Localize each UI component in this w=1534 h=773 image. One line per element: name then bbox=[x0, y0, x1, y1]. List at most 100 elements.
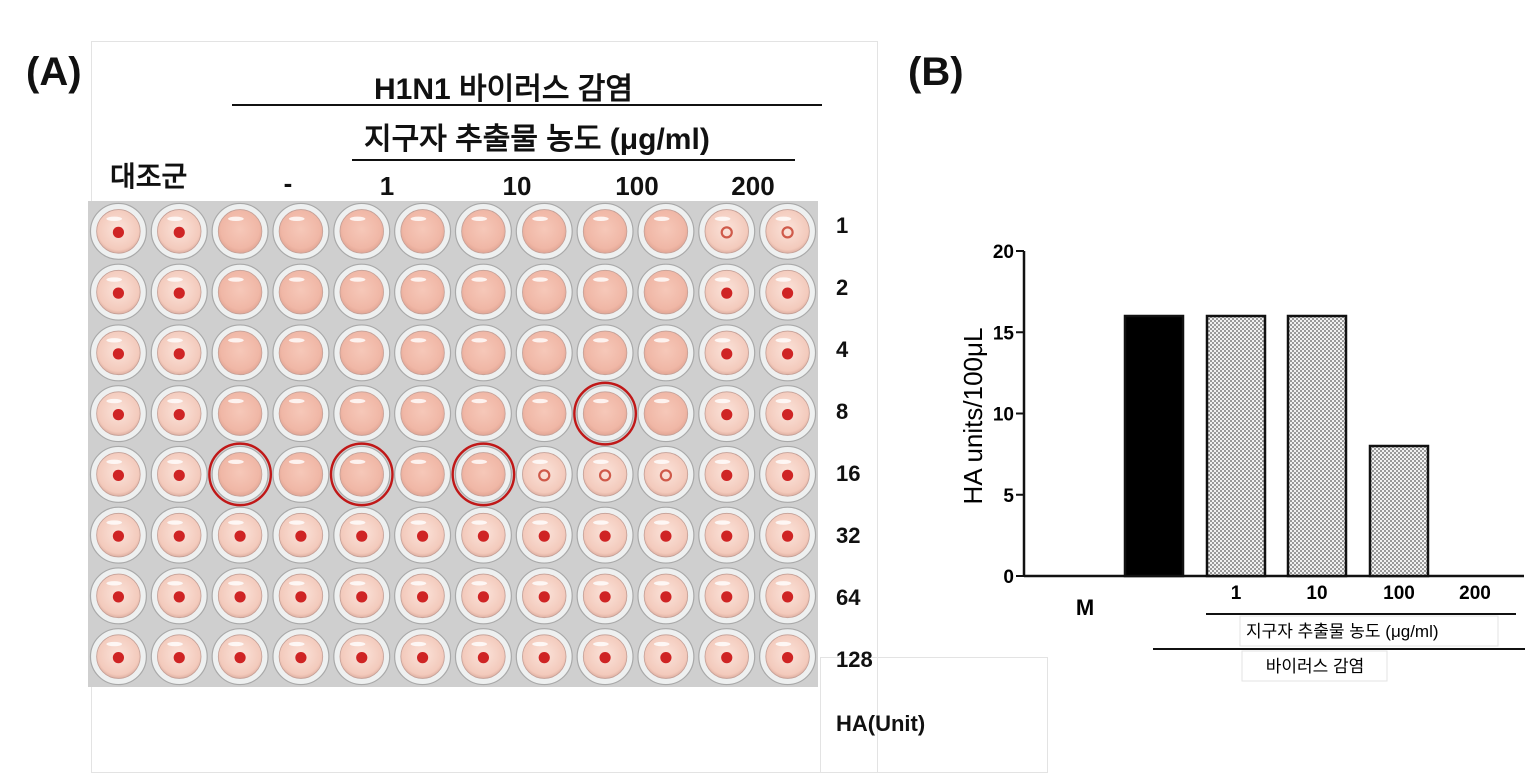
plate-well bbox=[394, 567, 452, 625]
plate-well bbox=[394, 628, 452, 686]
plate-well bbox=[150, 385, 208, 443]
plate-well bbox=[759, 567, 817, 625]
column-label: - bbox=[283, 168, 293, 198]
plate-well bbox=[211, 567, 269, 625]
highlight-circle bbox=[329, 442, 394, 507]
plate-well bbox=[89, 324, 147, 382]
x-tick-label: 1 bbox=[1231, 583, 1242, 604]
plate-well bbox=[333, 202, 391, 260]
row-label: 8 bbox=[836, 399, 849, 424]
plate-well bbox=[698, 445, 756, 503]
plate-well bbox=[333, 506, 391, 564]
column-label: 1 bbox=[379, 171, 395, 201]
concentration-group-label: 지구자 추출물 농도 (μg/ml) bbox=[1246, 622, 1439, 641]
row-label: 128 bbox=[836, 647, 873, 672]
plate-well bbox=[515, 324, 573, 382]
plate-well bbox=[333, 445, 391, 503]
plate-well bbox=[394, 385, 452, 443]
plate-well bbox=[576, 567, 634, 625]
plate-well bbox=[698, 263, 756, 321]
highlight-circle bbox=[451, 442, 516, 507]
panel-a-label: (A) bbox=[26, 50, 82, 94]
plate-well bbox=[698, 506, 756, 564]
plate-well bbox=[333, 263, 391, 321]
plate-well bbox=[150, 628, 208, 686]
plate-well bbox=[576, 385, 634, 443]
plate-well bbox=[150, 324, 208, 382]
plate-well bbox=[637, 628, 695, 686]
y-tick-label: 15 bbox=[993, 323, 1015, 344]
plate-well bbox=[150, 202, 208, 260]
well-plate bbox=[88, 201, 818, 687]
plate-well bbox=[211, 385, 269, 443]
infection-header: H1N1 바이러스 감염 bbox=[374, 73, 633, 106]
plate-well bbox=[454, 445, 512, 503]
concentration-group-box bbox=[1239, 615, 1499, 647]
plate-well bbox=[333, 567, 391, 625]
highlight-circle bbox=[208, 442, 273, 507]
plate-well bbox=[272, 324, 330, 382]
plate-well bbox=[759, 385, 817, 443]
x-tick-label: M bbox=[1076, 595, 1094, 620]
plate-well bbox=[211, 506, 269, 564]
plate-well bbox=[211, 445, 269, 503]
plate-well bbox=[394, 445, 452, 503]
plate-well bbox=[698, 202, 756, 260]
plate-well bbox=[698, 385, 756, 443]
unit-label: HA(Unit) bbox=[836, 711, 926, 736]
plate-well bbox=[515, 506, 573, 564]
plate-well bbox=[333, 385, 391, 443]
plate-well bbox=[759, 445, 817, 503]
plate-well bbox=[637, 202, 695, 260]
x-tick-label: 10 bbox=[1306, 583, 1327, 604]
plate-well bbox=[89, 567, 147, 625]
plate-well bbox=[576, 445, 634, 503]
plate-well bbox=[698, 324, 756, 382]
y-axis-label: HA units/100μL bbox=[958, 328, 988, 505]
plate-well bbox=[272, 506, 330, 564]
plate-well bbox=[394, 263, 452, 321]
plate-well bbox=[272, 628, 330, 686]
plate-well bbox=[211, 263, 269, 321]
plate-well bbox=[698, 567, 756, 625]
plate-well bbox=[454, 628, 512, 686]
plate-well bbox=[272, 445, 330, 503]
plate-well bbox=[454, 263, 512, 321]
plate-well bbox=[89, 628, 147, 686]
plate-well bbox=[89, 202, 147, 260]
row-label: 32 bbox=[836, 523, 861, 548]
plate-background bbox=[88, 201, 818, 687]
row-label: 4 bbox=[836, 337, 849, 362]
plate-well bbox=[759, 506, 817, 564]
plate-well bbox=[576, 506, 634, 564]
plate-well bbox=[454, 506, 512, 564]
panel-b-label: (B) bbox=[908, 50, 964, 94]
concentration-underline bbox=[352, 159, 795, 161]
infection-underline bbox=[232, 104, 822, 106]
plate-well bbox=[211, 628, 269, 686]
plate-well bbox=[150, 263, 208, 321]
row-label: 64 bbox=[836, 585, 861, 610]
concentration-header: 지구자 추출물 농도 (μg/ml) bbox=[364, 123, 710, 156]
column-label: 100 bbox=[615, 171, 659, 201]
plate-well bbox=[89, 263, 147, 321]
plate-well bbox=[454, 385, 512, 443]
plate-well bbox=[576, 263, 634, 321]
bar bbox=[1286, 314, 1348, 578]
infection-group-box bbox=[1241, 650, 1388, 682]
plate-well bbox=[394, 202, 452, 260]
plate-well bbox=[515, 385, 573, 443]
plate-well bbox=[637, 445, 695, 503]
plate-well bbox=[637, 385, 695, 443]
plate-well bbox=[394, 324, 452, 382]
plate-well bbox=[89, 385, 147, 443]
infection-group-label: 바이러스 감염 bbox=[1266, 657, 1365, 676]
plate-well bbox=[637, 263, 695, 321]
y-tick-label: 10 bbox=[993, 405, 1014, 426]
plate-well bbox=[637, 506, 695, 564]
plate-well bbox=[150, 567, 208, 625]
plate-well bbox=[272, 567, 330, 625]
plate-well bbox=[454, 324, 512, 382]
bar-chart: 0 5 10 15 20 M 1 10 100 200 HA units/100μL 지구자 추… bbox=[958, 242, 1525, 682]
